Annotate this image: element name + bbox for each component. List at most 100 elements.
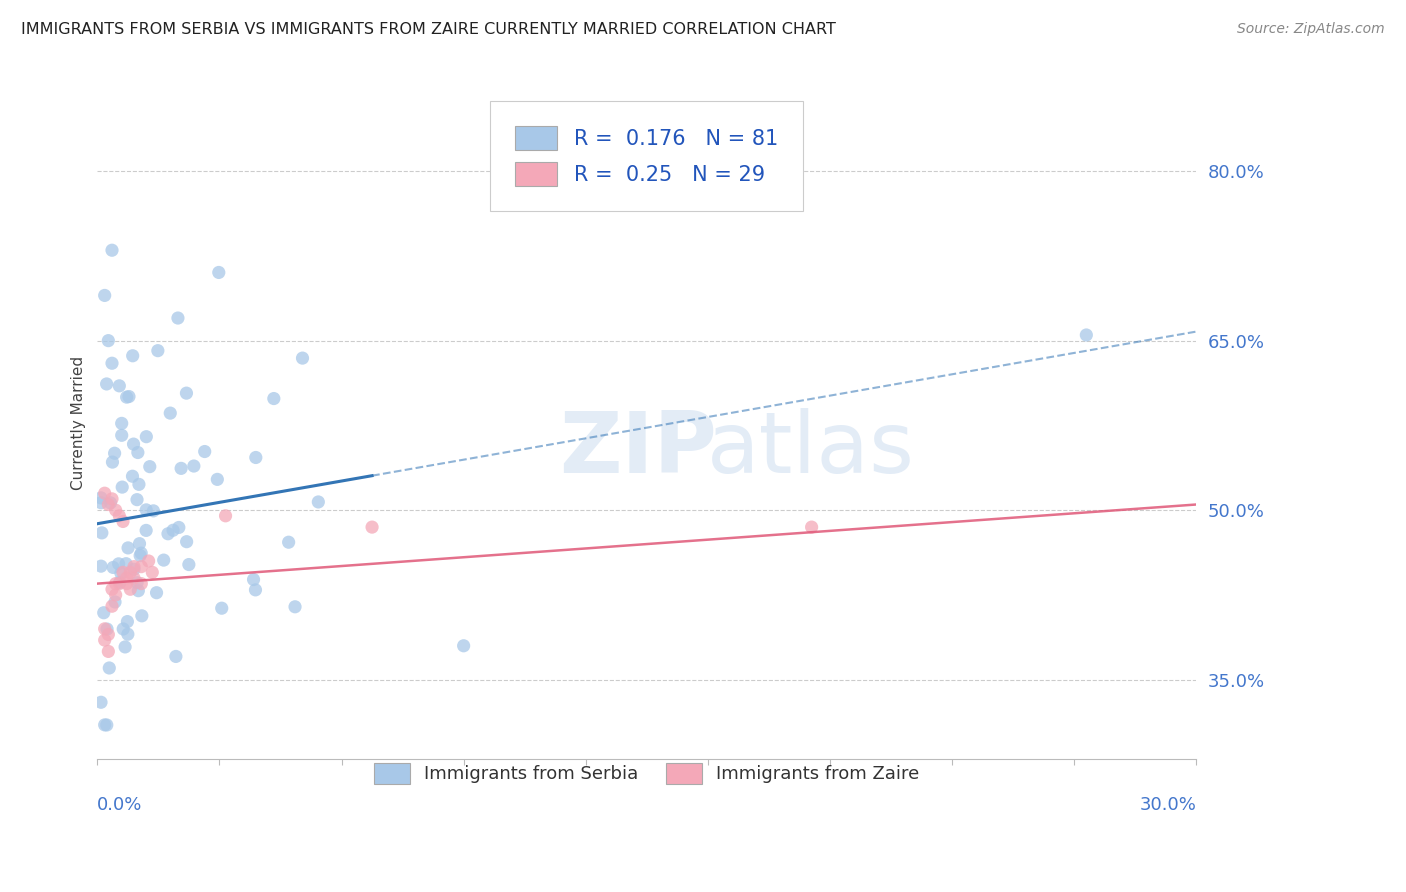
Point xyxy=(129,546,152,560)
Point xyxy=(176,386,198,401)
Point xyxy=(101,582,124,597)
Point xyxy=(117,615,139,629)
Y-axis label: Currently Married: Currently Married xyxy=(72,356,86,490)
Point xyxy=(111,515,134,529)
Point xyxy=(104,576,127,591)
Point xyxy=(118,390,141,404)
Point xyxy=(96,622,118,636)
Point xyxy=(101,244,124,258)
Point xyxy=(127,575,149,590)
Text: atlas: atlas xyxy=(707,408,915,491)
Point xyxy=(115,576,138,591)
Point xyxy=(170,461,193,475)
Point xyxy=(1076,328,1098,343)
Point xyxy=(114,640,136,654)
Point xyxy=(97,334,120,348)
Point xyxy=(245,582,267,597)
Point xyxy=(194,444,217,458)
Point xyxy=(111,428,134,442)
Point xyxy=(127,445,149,459)
Point xyxy=(284,599,307,614)
Text: IMMIGRANTS FROM SERBIA VS IMMIGRANTS FROM ZAIRE CURRENTLY MARRIED CORRELATION CH: IMMIGRANTS FROM SERBIA VS IMMIGRANTS FRO… xyxy=(21,22,837,37)
Point xyxy=(139,459,162,474)
Point xyxy=(111,566,134,580)
Point xyxy=(97,498,120,512)
Point xyxy=(208,265,231,279)
Point xyxy=(97,627,120,641)
Point xyxy=(100,496,122,510)
Point xyxy=(214,508,236,523)
Point xyxy=(90,695,112,709)
Point xyxy=(128,536,150,550)
Point xyxy=(156,526,179,541)
Point xyxy=(242,573,264,587)
Point xyxy=(307,495,329,509)
Point xyxy=(162,523,184,537)
Point xyxy=(245,450,267,465)
Point xyxy=(131,608,153,623)
Point xyxy=(93,486,115,500)
Point xyxy=(122,571,145,585)
Legend: Immigrants from Serbia, Immigrants from Zaire: Immigrants from Serbia, Immigrants from … xyxy=(360,748,934,798)
Point xyxy=(141,566,163,580)
Point xyxy=(108,379,131,393)
Point xyxy=(108,576,131,591)
Point xyxy=(125,492,148,507)
Point xyxy=(117,541,139,555)
Point xyxy=(277,535,299,549)
Point xyxy=(165,649,187,664)
Point xyxy=(101,356,124,370)
Point xyxy=(122,562,145,576)
Point xyxy=(120,582,142,597)
Point xyxy=(115,390,138,404)
Point xyxy=(127,583,149,598)
Point xyxy=(104,503,127,517)
Point xyxy=(131,576,153,591)
Point xyxy=(93,718,115,732)
Point xyxy=(101,560,124,574)
Point xyxy=(101,599,124,614)
Point xyxy=(111,480,134,494)
Point xyxy=(135,503,157,517)
Point xyxy=(167,311,190,326)
Point xyxy=(110,566,132,581)
Point xyxy=(93,606,115,620)
Point xyxy=(111,417,134,431)
Point xyxy=(121,349,143,363)
Point xyxy=(90,496,112,510)
Point xyxy=(93,622,115,636)
Point xyxy=(104,595,127,609)
Point xyxy=(263,392,285,406)
Point xyxy=(135,524,157,538)
Point xyxy=(207,472,229,486)
Text: ZIP: ZIP xyxy=(558,408,717,491)
Point xyxy=(93,288,115,302)
Point xyxy=(152,553,174,567)
Point xyxy=(107,557,129,571)
Point xyxy=(97,644,120,658)
Point xyxy=(129,549,152,563)
Point xyxy=(138,554,160,568)
Text: Source: ZipAtlas.com: Source: ZipAtlas.com xyxy=(1237,22,1385,37)
Point xyxy=(131,559,153,574)
Point xyxy=(128,477,150,491)
Point xyxy=(101,491,124,506)
Point xyxy=(108,508,131,523)
Text: 0.0%: 0.0% xyxy=(97,796,143,814)
Point xyxy=(90,491,112,505)
Point xyxy=(146,343,169,358)
Point xyxy=(90,525,112,540)
Text: 30.0%: 30.0% xyxy=(1139,796,1197,814)
Point xyxy=(361,520,384,534)
Point xyxy=(453,639,475,653)
Point xyxy=(291,351,314,365)
Point xyxy=(108,575,131,590)
Point xyxy=(142,504,165,518)
Point xyxy=(117,627,139,641)
Point xyxy=(101,455,124,469)
Point xyxy=(159,406,181,420)
Point xyxy=(167,520,190,534)
Point xyxy=(122,437,145,451)
Point xyxy=(104,446,127,460)
Point xyxy=(800,520,823,534)
